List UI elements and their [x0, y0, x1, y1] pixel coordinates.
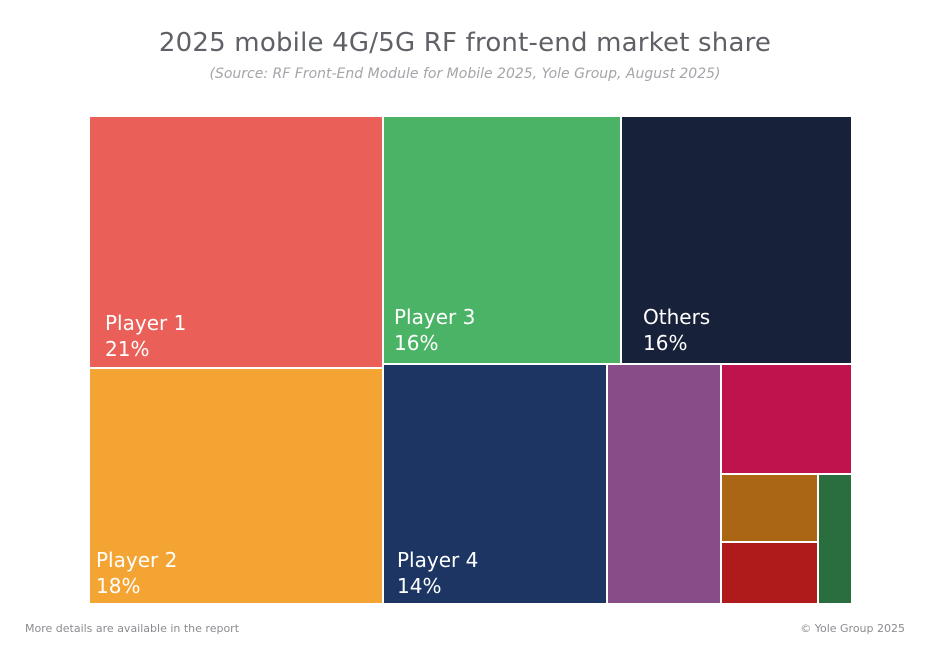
- treemap-tile-segment-10: [817, 473, 853, 605]
- treemap-tile-segment-9: [720, 541, 819, 605]
- treemap-tile-segment-6: [606, 363, 722, 605]
- tile-label-name: Player 4: [397, 548, 478, 572]
- tile-label-value: 16%: [394, 331, 438, 355]
- treemap-tile-player-1: [88, 115, 384, 369]
- tile-label-value: 21%: [105, 337, 149, 361]
- footer-note: More details are available in the report: [25, 622, 240, 635]
- tile-label-name: Player 2: [96, 548, 177, 572]
- tile-label-name: Player 1: [105, 311, 186, 335]
- footer-copyright: © Yole Group 2025: [800, 622, 905, 635]
- tile-label-value: 18%: [96, 574, 140, 598]
- tile-label-value: 16%: [643, 331, 687, 355]
- tile-label-name: Others: [643, 305, 710, 329]
- treemap-tile-player-4: [382, 363, 608, 605]
- chart-title: 2025 mobile 4G/5G RF front-end market sh…: [158, 28, 772, 58]
- tile-label-value: 14%: [397, 574, 441, 598]
- chart-subtitle: (Source: RF Front-End Module for Mobile …: [209, 66, 721, 82]
- tile-label-name: Player 3: [394, 305, 475, 329]
- treemap-tile-segment-8: [720, 473, 819, 543]
- treemap-tile-segment-7: [720, 363, 853, 475]
